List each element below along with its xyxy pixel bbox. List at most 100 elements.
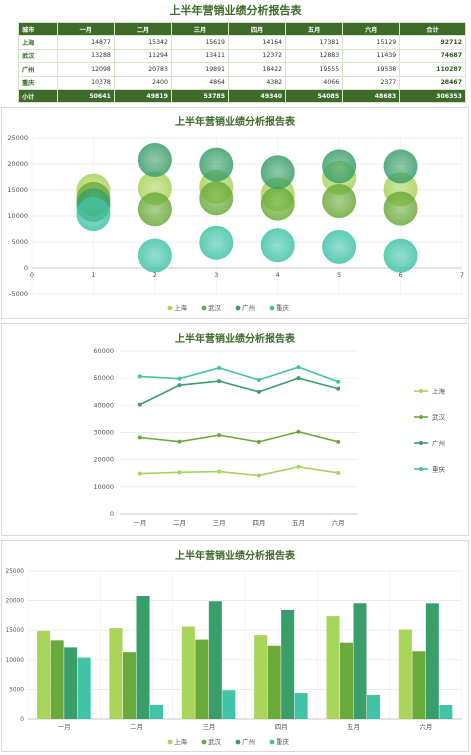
legend-label: 广州 <box>432 439 445 448</box>
bar <box>109 628 123 719</box>
row-city: 小计 <box>18 88 58 104</box>
y-tick-label: 25000 <box>7 134 28 142</box>
cell: 4382 <box>227 75 287 90</box>
data-point <box>137 471 142 476</box>
cell: 11294 <box>113 48 172 64</box>
bubble-point <box>322 149 357 184</box>
data-point <box>177 439 182 444</box>
data-point <box>256 439 261 444</box>
x-tick-label: 四月 <box>275 723 288 731</box>
cell: 14877 <box>56 35 115 50</box>
x-tick-label: 五月 <box>292 519 305 527</box>
cell: 15619 <box>170 35 230 50</box>
line-chart: 0 10000 20000 30000 40000 50000 60000 一月 二月 三月 四月 五… <box>93 347 445 527</box>
legend-marker <box>269 305 275 311</box>
data-point <box>137 435 142 440</box>
bar <box>340 642 353 719</box>
y-tick-label: 30000 <box>93 429 114 437</box>
x-tick-label: 六月 <box>419 722 432 731</box>
cell: 50641 <box>56 88 115 104</box>
bar <box>123 652 136 719</box>
data-point <box>217 433 222 438</box>
y-tick-label: -5000 <box>9 290 28 298</box>
y-tick-label: 10000 <box>7 212 28 220</box>
data-point <box>256 473 261 478</box>
data-point <box>177 470 182 475</box>
x-tick-label: 1 <box>91 271 95 279</box>
row-city: 重庆 <box>18 75 58 90</box>
data-point <box>137 402 142 407</box>
bubble-point <box>137 192 172 227</box>
bar <box>425 603 439 719</box>
bar <box>439 704 453 719</box>
cell-total: 110287 <box>399 62 466 77</box>
legend-label: 广州 <box>242 303 255 312</box>
cell: 2377 <box>342 75 401 90</box>
data-point <box>296 429 301 434</box>
legend-marker <box>201 305 207 311</box>
x-tick-label: 4 <box>276 271 280 279</box>
cell: 13411 <box>170 48 230 64</box>
cell-total: 306353 <box>399 88 466 104</box>
table-row: 广州 12098 20783 19891 18422 19555 19538 1… <box>18 62 466 77</box>
legend-marker <box>201 739 207 745</box>
data-point <box>217 469 222 474</box>
table-header-row: 城市 一月 二月 三月 四月 五月 六月 合计 <box>18 21 466 37</box>
bubble-point <box>199 225 234 260</box>
y-tick-label: 20000 <box>93 456 114 464</box>
bar <box>77 657 91 719</box>
cell: 14164 <box>227 35 287 50</box>
legend-marker <box>167 305 173 311</box>
bar <box>367 694 380 719</box>
y-tick-label: 40000 <box>93 401 114 409</box>
y-tick-label: 20000 <box>7 160 28 168</box>
x-tick-label: 一月 <box>58 723 71 731</box>
header-month: 五月 <box>285 21 344 37</box>
legend-label: 重庆 <box>276 303 290 312</box>
y-tick-label: 0 <box>24 264 28 272</box>
bar <box>398 629 412 719</box>
bubble-point <box>260 228 295 263</box>
cell: 13288 <box>56 48 115 64</box>
y-tick-label: 10000 <box>6 658 25 664</box>
header-month: 一月 <box>56 21 115 37</box>
cell: 15129 <box>342 35 401 50</box>
legend-marker <box>269 739 275 745</box>
legend-label: 武汉 <box>208 737 222 746</box>
y-tick-label: 5000 <box>9 687 24 693</box>
y-tick-label: 5000 <box>11 238 28 246</box>
series-line <box>139 377 339 406</box>
chart-title: 上半年营销业绩分析报告表 <box>175 551 295 562</box>
header-month: 二月 <box>113 21 172 37</box>
x-tick-label: 二月 <box>173 519 186 527</box>
series-line <box>139 465 339 477</box>
bar <box>412 651 426 719</box>
cell: 10378 <box>56 75 115 90</box>
cell: 2400 <box>113 75 172 90</box>
cell-total: 92712 <box>399 35 466 50</box>
data-point <box>217 379 222 384</box>
bar <box>254 635 268 719</box>
series-line <box>139 366 339 383</box>
bubble-point <box>137 142 172 177</box>
data-point <box>177 383 182 388</box>
x-tick-label: 一月 <box>133 519 146 527</box>
bar <box>37 630 51 719</box>
cell: 4066 <box>285 75 344 90</box>
sales-table: 城市 一月 二月 三月 四月 五月 六月 合计 上海 14877 15342 1… <box>18 21 466 104</box>
data-point <box>296 365 301 370</box>
y-tick-label: 15000 <box>6 628 25 634</box>
data-point <box>296 376 301 381</box>
bar <box>281 609 295 719</box>
report-title: 上半年营销业绩分析报告表 <box>169 4 302 17</box>
row-city: 武汉 <box>18 48 58 64</box>
legend-marker <box>167 739 173 745</box>
y-tick-label: 50000 <box>93 374 114 382</box>
x-tick-label: 三月 <box>202 723 215 731</box>
bar <box>195 639 209 719</box>
x-tick-label: 二月 <box>130 723 143 731</box>
bubble-point <box>199 181 234 216</box>
cell: 18422 <box>227 62 287 77</box>
x-tick-label: 7 <box>460 271 464 279</box>
